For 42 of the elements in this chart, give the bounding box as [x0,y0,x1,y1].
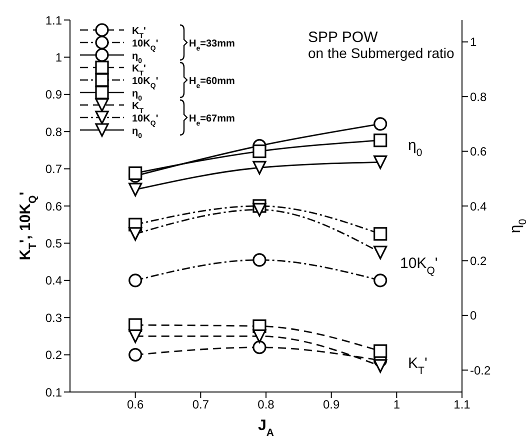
x-axis-title: J$_{A}$ [258,417,274,439]
y-tick-label: 0.5 [45,236,62,250]
y-tick-label: 0.4 [45,274,62,288]
annotation: K$_{T}$' [408,355,428,377]
y-tick-label: 0.7 [45,162,62,176]
text: on the Submerged ratio [308,45,455,61]
y-tick-label: 0.1 [45,385,62,400]
y2-tick-label: 0 [470,308,477,323]
legend-label: K$_{T}$' [132,64,146,77]
annotation: 10K$_{Q}$' [400,255,438,277]
y-tick-label: 1.1 [45,13,62,28]
annotation: H$_{e}$=60mm [189,76,235,90]
y2-tick-label: 0.8 [470,90,488,104]
y-tick-label: 0.8 [45,124,62,139]
legend-label: K$_{T}$ [132,101,144,114]
y-tick-label: 1 [55,50,62,64]
x-tick-label: 1 [393,398,400,412]
x-tick-label: 0.9 [322,398,340,412]
y2-tick-label: 1 [470,35,477,50]
legend-label: η$_{0}$ [132,51,142,64]
x-tick-label: 0.8 [258,398,275,412]
legend-label: 10K$_{Q}$' [132,114,158,127]
y2-tick-label: 0.2 [470,254,488,268]
annotation: H$_{e}$=67mm [189,114,235,127]
text: SPP POW [308,29,379,46]
y2-tick-label: 0.6 [470,144,488,159]
y2-tick-label: 0.4 [470,199,488,214]
x-tick-label: 1.1 [454,398,471,412]
legend-label: 10K$_{Q}$' [132,38,158,52]
x-tick-label: 0.6 [126,398,144,412]
y-tick-label: 0.6 [45,199,62,214]
x-tick-label: 0.7 [192,398,210,412]
legend-label: K$_{T}$' [132,26,146,40]
y-tick-label: 0.3 [45,310,62,325]
legend-label: η$_{0}$ [132,88,142,102]
annotation: H$_{e}$=33mm [189,38,235,52]
y-tick-label: 0.2 [45,348,62,362]
legend-label: η$_{0}$ [132,126,142,140]
y2-tick-label: -0.2 [470,363,492,378]
legend-label: 10K$_{Q}$' [132,76,158,90]
y-tick-label: 0.9 [45,88,62,102]
annotation: η$_{0}$ [408,137,422,159]
